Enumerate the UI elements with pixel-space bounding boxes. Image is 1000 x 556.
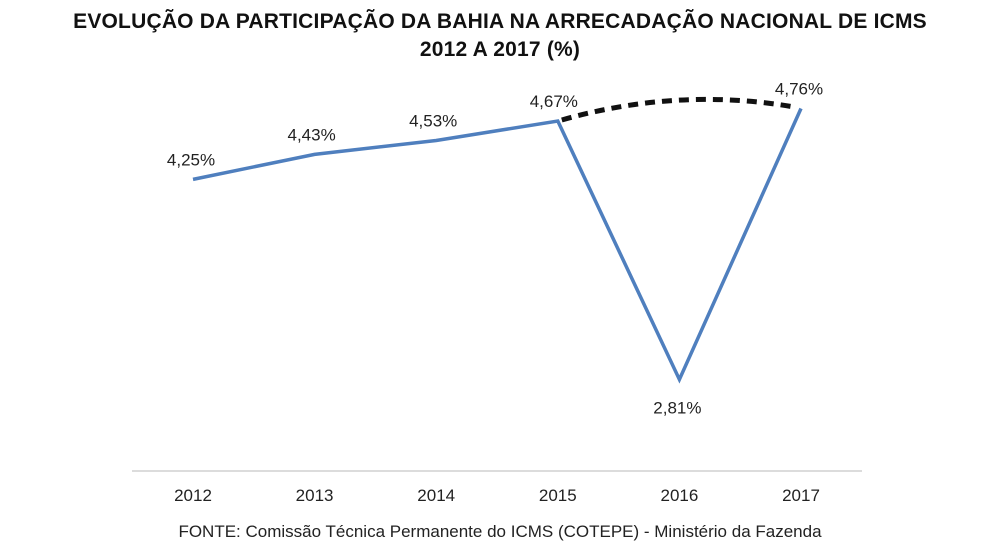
chart-marks: 4,25% 4,43% 4,53% 4,67% 2,81% 4,76% 2012 2013 20… [167,80,823,506]
series-line [192,107,803,384]
source-note: FONTE: Comissão Técnica Permanente do IC… [178,522,822,541]
x-tick-label: 2015 [539,486,577,505]
x-tick-label: 2017 [782,486,820,505]
chart-subtitle: 2012 A 2017 (%) [419,38,581,61]
data-label: 4,43% [287,125,335,144]
data-label: 4,67% [530,92,578,111]
data-label: 2,81% [653,398,701,417]
chart-title: EVOLUÇÃO DA PARTICIPAÇÃO DA BAHIA NA ARR… [73,10,927,33]
data-label: 4,76% [775,80,823,99]
data-label: 4,25% [167,150,215,169]
data-label: 4,53% [409,111,457,130]
x-tick-label: 2014 [417,486,455,505]
x-tick-label: 2016 [660,486,698,505]
x-tick-label: 2013 [296,486,334,505]
x-tick-label: 2012 [174,486,212,505]
dashed-connector [561,96,798,123]
